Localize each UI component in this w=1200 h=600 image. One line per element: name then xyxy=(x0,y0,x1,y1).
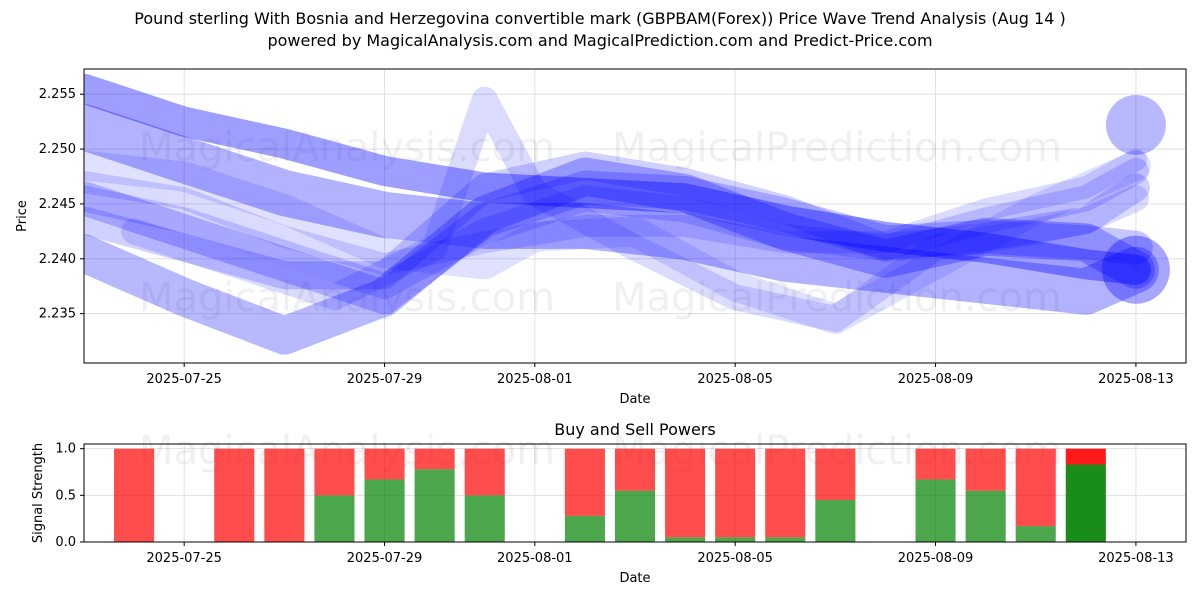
sell-bar xyxy=(965,448,1006,491)
buy-sell-x-tick-label: 2025-08-01 xyxy=(497,551,573,566)
sell-bar xyxy=(414,448,455,470)
buy-sell-x-axis-label: Date xyxy=(619,571,650,586)
buy-bar xyxy=(815,500,856,542)
price-y-tick-label: 2.240 xyxy=(39,252,76,267)
buy-sell-y-ticks: 0.0 0.5 1.0 xyxy=(55,442,84,550)
price-watermarks: MagicalAnalysis.com MagicalPrediction.com… xyxy=(139,125,1062,321)
buy-bar xyxy=(1065,464,1106,542)
price-wave-4 xyxy=(84,170,1153,315)
buy-sell-title: Buy and Sell Powers xyxy=(554,420,716,439)
buy-sell-y-tick-label: 1.0 xyxy=(55,442,76,457)
watermark-text: MagicalPrediction.com xyxy=(612,275,1062,321)
price-y-tick-label: 2.255 xyxy=(39,87,76,102)
sell-bar xyxy=(264,448,305,542)
buy-sell-plot-frame xyxy=(83,443,1187,543)
buy-bar xyxy=(614,490,656,542)
price-y-tick-label: 2.235 xyxy=(39,307,76,322)
watermark-text: MagicalAnalysis.com xyxy=(139,125,555,171)
chart-title: Pound sterling With Bosnia and Herzegovi… xyxy=(0,8,1200,52)
price-y-tick-label: 2.245 xyxy=(39,197,76,212)
sell-bar xyxy=(314,448,355,496)
buy-sell-y-tick-label: 0.5 xyxy=(55,488,76,503)
sell-bar xyxy=(815,448,856,500)
buy-bar xyxy=(665,537,706,542)
sell-bar xyxy=(1015,448,1056,527)
buy-sell-x-tick-label: 2025-08-09 xyxy=(898,551,974,566)
buy-bar xyxy=(564,515,605,542)
buy-sell-y-tick-label: 0.0 xyxy=(55,535,76,550)
buy-bar xyxy=(715,537,756,542)
sell-bar xyxy=(364,448,405,480)
price-x-tick-label: 2025-07-29 xyxy=(347,372,423,387)
price-y-axis-label: Price xyxy=(15,200,30,232)
sell-bar xyxy=(464,448,505,496)
price-x-axis-label: Date xyxy=(619,392,650,407)
price-x-tick-label: 2025-08-09 xyxy=(898,372,974,387)
buy-sell-x-tick-label: 2025-07-29 xyxy=(347,551,423,566)
price-plot-frame xyxy=(83,68,1187,364)
price-wave-1 xyxy=(84,104,1159,315)
sell-bar xyxy=(915,448,956,480)
buy-sell-x-ticks: 2025-07-25 2025-07-29 2025-08-01 2025-08-05… xyxy=(146,542,1174,566)
buy-bar xyxy=(1015,526,1056,542)
price-wave-8 xyxy=(84,150,1151,335)
price-wave-9 xyxy=(121,86,1149,333)
price-wave-endpoint xyxy=(1105,94,1166,155)
buy-sell-bars xyxy=(114,448,1106,542)
buy-bar xyxy=(364,479,405,542)
buy-sell-x-tick-label: 2025-08-13 xyxy=(1098,551,1174,566)
price-wave-2 xyxy=(84,73,1151,285)
sell-bar xyxy=(614,448,656,491)
buy-sell-x-tick-label: 2025-08-05 xyxy=(697,551,773,566)
buy-bar xyxy=(765,537,806,542)
sell-bar xyxy=(665,448,706,538)
price-wave-5 xyxy=(84,151,1150,290)
price-y-tick-label: 2.250 xyxy=(39,142,76,157)
price-grid xyxy=(84,69,1186,363)
buy-bar xyxy=(915,479,956,542)
sell-bar xyxy=(114,448,155,542)
buy-bar xyxy=(314,495,355,542)
sell-bar xyxy=(765,448,806,538)
buy-sell-y-axis-label: Signal Strength xyxy=(31,443,46,543)
price-wave-series xyxy=(84,73,1170,355)
price-wave-3 xyxy=(84,157,1155,355)
price-x-tick-label: 2025-08-01 xyxy=(497,372,573,387)
price-x-tick-label: 2025-08-13 xyxy=(1098,372,1174,387)
price-wave-panel: MagicalAnalysis.com MagicalPrediction.com… xyxy=(15,68,1187,407)
title-line-1: Pound sterling With Bosnia and Herzegovi… xyxy=(134,9,1066,28)
price-x-tick-label: 2025-07-25 xyxy=(146,372,222,387)
sell-bar xyxy=(715,448,756,538)
price-y-ticks: 2.235 2.240 2.245 2.250 2.255 xyxy=(39,87,84,322)
sell-bar xyxy=(564,448,605,516)
watermark-text: MagicalAnalysis.com xyxy=(139,275,555,321)
buy-sell-panel: Buy and Sell Powers MagicalAnalysis.comM… xyxy=(31,420,1187,586)
price-x-ticks: 2025-07-25 2025-07-29 2025-08-01 2025-08-05… xyxy=(146,363,1174,387)
buy-bar xyxy=(965,490,1006,542)
title-line-2: powered by MagicalAnalysis.com and Magic… xyxy=(267,31,933,50)
price-wave-endpoint xyxy=(1101,235,1170,304)
buy-sell-x-tick-label: 2025-07-25 xyxy=(146,551,222,566)
buy-bar xyxy=(464,495,505,542)
price-x-tick-label: 2025-08-05 xyxy=(697,372,773,387)
price-wave-7 xyxy=(84,149,1147,276)
watermark-text: MagicalPrediction.com xyxy=(612,125,1062,171)
buy-bar xyxy=(414,469,455,542)
sell-bar xyxy=(214,448,255,542)
price-wave-6 xyxy=(84,158,1149,300)
sell-bar xyxy=(1065,448,1106,465)
